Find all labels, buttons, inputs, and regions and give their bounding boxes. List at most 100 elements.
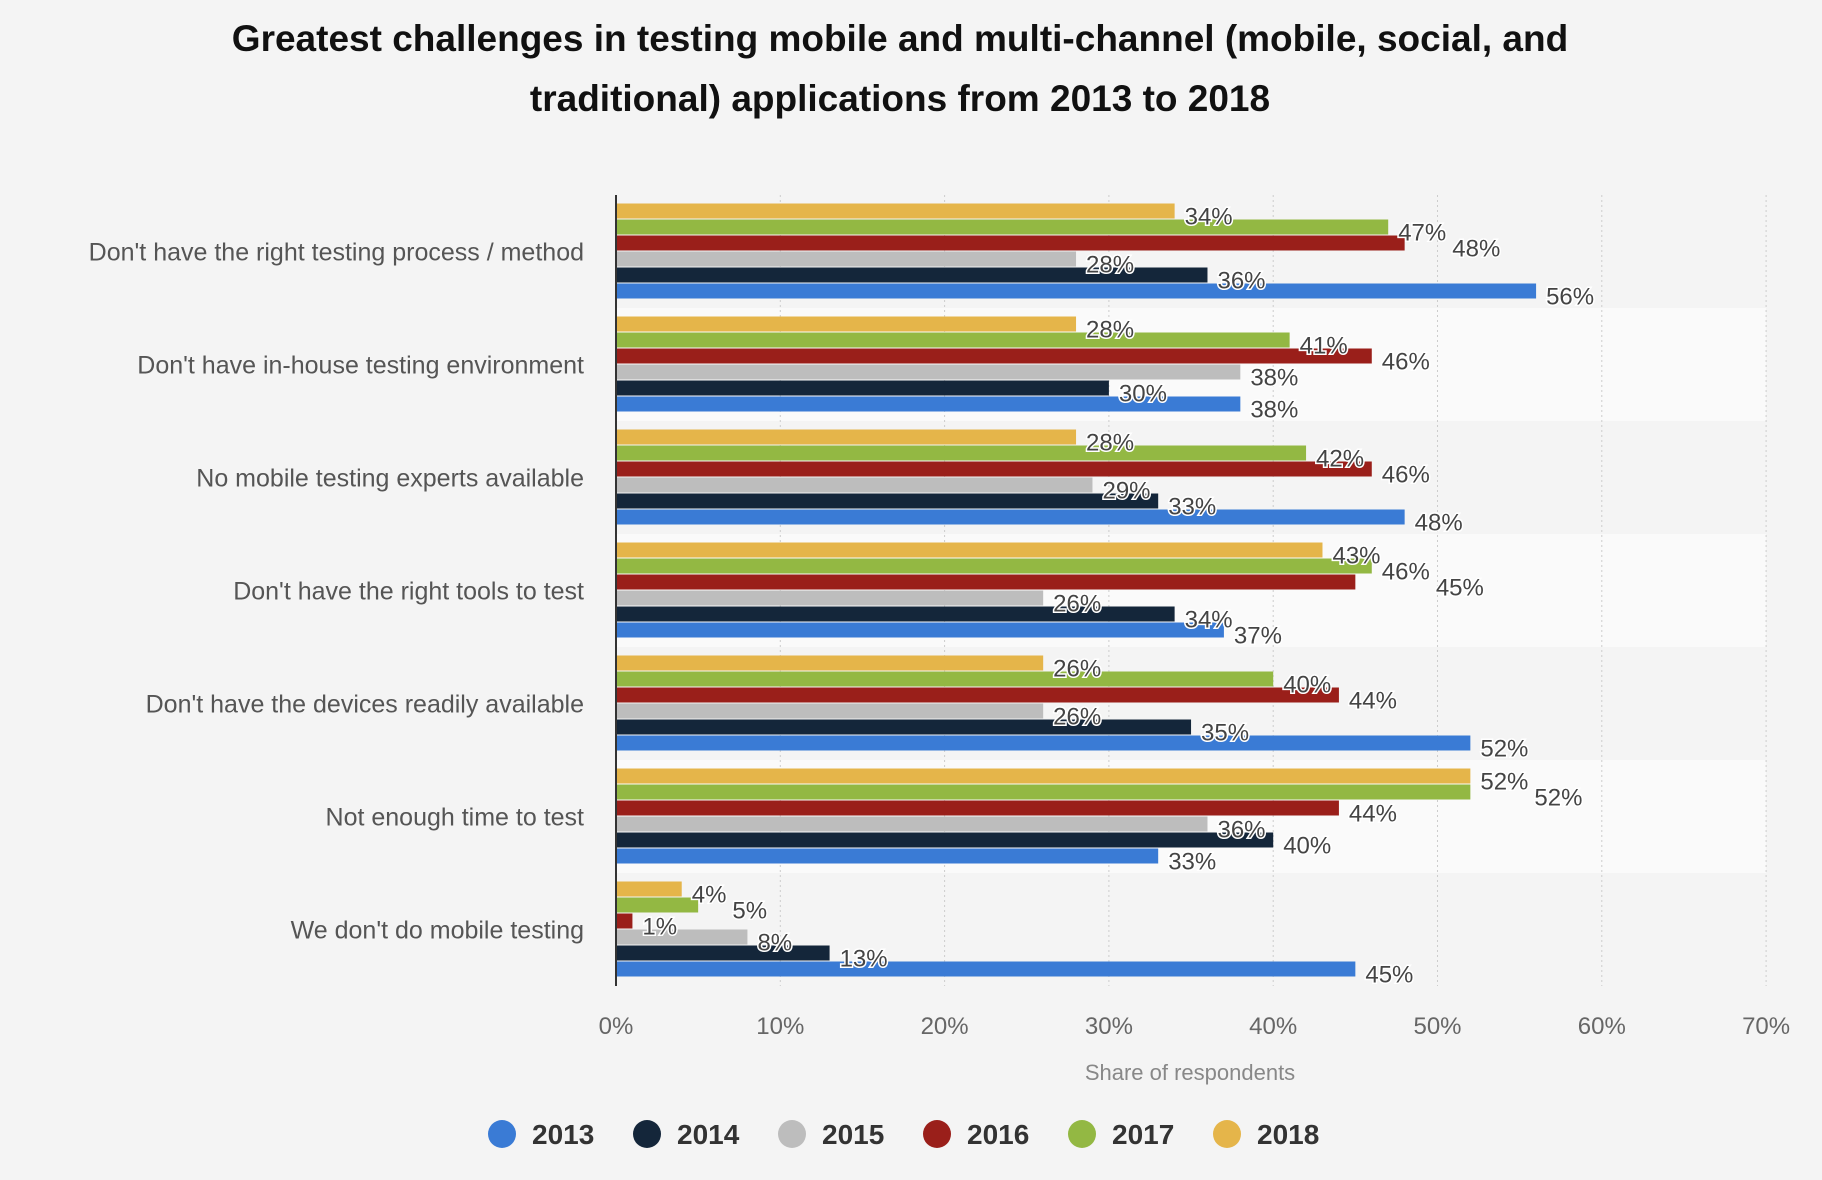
legend-marker-2013[interactable] (488, 1120, 516, 1148)
data-label: 52% (1480, 769, 1528, 796)
bar-2016 (616, 348, 1372, 364)
legend-label-2018[interactable]: 2018 (1257, 1119, 1319, 1150)
legend-label-2017[interactable]: 2017 (1112, 1119, 1174, 1150)
data-label: 41% (1300, 333, 1348, 360)
category-label: We don't do mobile testing (291, 917, 584, 945)
bar-2018 (616, 542, 1323, 558)
legend-marker-2018[interactable] (1213, 1120, 1241, 1148)
data-label: 46% (1382, 462, 1430, 489)
data-label: 26% (1053, 591, 1101, 618)
data-label: 40% (1283, 672, 1331, 699)
bar-2018 (616, 768, 1471, 784)
data-label: 34% (1185, 607, 1233, 634)
bar-2017 (616, 219, 1389, 235)
bar-2014 (616, 719, 1192, 735)
data-label: 52% (1534, 785, 1582, 812)
bar-2013 (616, 848, 1159, 864)
data-label: 45% (1365, 962, 1413, 989)
category-label: Not enough time to test (326, 804, 585, 832)
bar-2016 (616, 800, 1339, 816)
bar-2014 (616, 267, 1208, 283)
data-label: 13% (840, 946, 888, 973)
bar-2016 (616, 687, 1339, 703)
legend-label-2014[interactable]: 2014 (677, 1119, 740, 1150)
bar-2015 (616, 477, 1093, 493)
data-label: 28% (1086, 430, 1134, 457)
bar-2016 (616, 235, 1405, 251)
bar-2013 (616, 961, 1356, 977)
bar-2013 (616, 283, 1537, 299)
category-label: No mobile testing experts available (196, 465, 584, 493)
legend-label-2016[interactable]: 2016 (967, 1119, 1029, 1150)
bar-2015 (616, 703, 1044, 719)
data-label: 42% (1316, 446, 1364, 473)
bar-2017 (616, 558, 1372, 574)
data-label: 33% (1168, 494, 1216, 521)
legend-label-2013[interactable]: 2013 (532, 1119, 594, 1150)
data-label: 44% (1349, 801, 1397, 828)
data-label: 47% (1398, 220, 1446, 247)
data-label: 40% (1283, 833, 1331, 860)
legend-marker-2014[interactable] (633, 1120, 661, 1148)
data-label: 28% (1086, 252, 1134, 279)
bar-2014 (616, 945, 830, 961)
data-label: 44% (1349, 688, 1397, 715)
legend-marker-2016[interactable] (923, 1120, 951, 1148)
x-tick-label: 10% (756, 1013, 804, 1040)
bar-2018 (616, 655, 1044, 671)
bar-2016 (616, 574, 1356, 590)
data-label: 36% (1217, 817, 1265, 844)
bar-2015 (616, 590, 1044, 606)
bar-2014 (616, 493, 1159, 509)
legend-marker-2015[interactable] (778, 1120, 806, 1148)
bar-2013 (616, 396, 1241, 412)
category-label: Don't have the right testing process / m… (89, 239, 584, 267)
bar-2013 (616, 509, 1405, 525)
x-tick-label: 20% (921, 1013, 969, 1040)
data-label: 46% (1382, 559, 1430, 586)
legend-label-2015[interactable]: 2015 (822, 1119, 884, 1150)
x-axis-label: Share of respondents (1085, 1060, 1295, 1085)
data-label: 8% (757, 930, 792, 957)
data-label: 5% (732, 898, 767, 925)
bar-2016 (616, 913, 633, 929)
category-label: Don't have the devices readily available (146, 691, 584, 719)
data-label: 35% (1201, 720, 1249, 747)
data-label: 52% (1480, 736, 1528, 763)
data-label: 33% (1168, 849, 1216, 876)
data-label: 48% (1452, 236, 1500, 263)
legend-marker-2017[interactable] (1068, 1120, 1096, 1148)
data-label: 26% (1053, 656, 1101, 683)
bar-2018 (616, 429, 1077, 445)
data-label: 37% (1234, 623, 1282, 650)
bar-2015 (616, 816, 1208, 832)
data-label: 45% (1436, 575, 1484, 602)
bar-2017 (616, 332, 1290, 348)
bar-2016 (616, 461, 1372, 477)
bar-2018 (616, 316, 1077, 332)
chart-title-line-2: traditional) applications from 2013 to 2… (530, 78, 1270, 119)
x-tick-label: 70% (1742, 1013, 1790, 1040)
data-label: 46% (1382, 349, 1430, 376)
x-tick-label: 0% (599, 1013, 634, 1040)
category-label: Don't have the right tools to test (233, 578, 584, 606)
x-tick-label: 50% (1413, 1013, 1461, 1040)
bar-2014 (616, 380, 1109, 396)
data-label: 1% (642, 914, 677, 941)
data-label: 36% (1217, 268, 1265, 295)
bar-2018 (616, 881, 682, 897)
data-label: 43% (1332, 543, 1380, 570)
bar-2013 (616, 735, 1471, 751)
data-label: 29% (1102, 478, 1150, 505)
bar-2015 (616, 364, 1241, 380)
data-label: 4% (692, 882, 727, 909)
data-label: 26% (1053, 704, 1101, 731)
bar-2017 (616, 784, 1471, 800)
bar-2018 (616, 203, 1175, 219)
bar-2014 (616, 832, 1274, 848)
bar-2015 (616, 929, 748, 945)
bar-2017 (616, 671, 1274, 687)
data-label: 30% (1119, 381, 1167, 408)
data-label: 48% (1415, 510, 1463, 537)
